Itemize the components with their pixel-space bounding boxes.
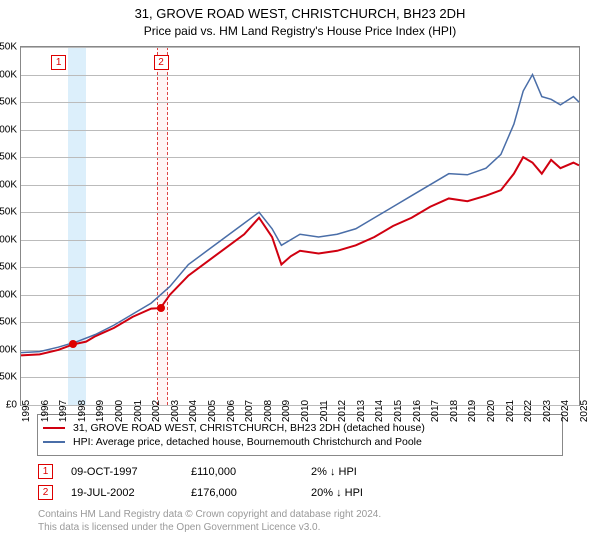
y-tick-label: £450K: [0, 152, 17, 163]
annotation-pct: 20% ↓ HPI: [311, 487, 431, 499]
annotation-price: £110,000: [191, 466, 311, 478]
legend-label: HPI: Average price, detached house, Bour…: [73, 436, 422, 448]
chart-subtitle: Price paid vs. HM Land Registry's House …: [0, 24, 600, 38]
sale-marker-dot: [157, 304, 165, 312]
y-tick-label: £100K: [0, 344, 17, 355]
legend-swatch: [43, 441, 65, 443]
y-tick-label: £600K: [0, 69, 17, 80]
sale-marker-tag: 2: [154, 55, 169, 70]
price-chart: £0£50K£100K£150K£200K£250K£300K£350K£400…: [20, 46, 580, 406]
y-tick-label: £200K: [0, 289, 17, 300]
annotation-tag: 2: [38, 485, 53, 500]
annotation-tag: 1: [38, 464, 53, 479]
y-tick-label: £150K: [0, 317, 17, 328]
legend-swatch: [43, 427, 65, 429]
y-tick-label: £300K: [0, 234, 17, 245]
footer-copyright: Contains HM Land Registry data © Crown c…: [38, 508, 562, 521]
annotation-date: 19-JUL-2002: [71, 487, 191, 499]
y-tick-label: £0: [6, 400, 17, 411]
series-line: [21, 75, 579, 353]
chart-title: 31, GROVE ROAD WEST, CHRISTCHURCH, BH23 …: [0, 6, 600, 21]
annotation-price: £176,000: [191, 487, 311, 499]
annotation-date: 09-OCT-1997: [71, 466, 191, 478]
footer-licence: This data is licensed under the Open Gov…: [38, 521, 562, 534]
y-tick-label: £400K: [0, 179, 17, 190]
sale-marker-dot: [69, 340, 77, 348]
sale-annotations: 1 09-OCT-1997£110,0002% ↓ HPI 2 19-JUL-2002…: [38, 464, 562, 500]
series-line: [21, 157, 579, 355]
y-tick-label: £50K: [0, 372, 17, 383]
x-tick-label: 2025: [579, 400, 590, 422]
y-tick-label: £250K: [0, 262, 17, 273]
y-tick-label: £500K: [0, 124, 17, 135]
footer: Contains HM Land Registry data © Crown c…: [38, 508, 562, 534]
y-tick-label: £650K: [0, 42, 17, 53]
sale-marker-tag: 1: [51, 55, 66, 70]
annotation-pct: 2% ↓ HPI: [311, 466, 431, 478]
y-tick-label: £350K: [0, 207, 17, 218]
y-tick-label: £550K: [0, 97, 17, 108]
legend-label: 31, GROVE ROAD WEST, CHRISTCHURCH, BH23 …: [73, 422, 425, 434]
